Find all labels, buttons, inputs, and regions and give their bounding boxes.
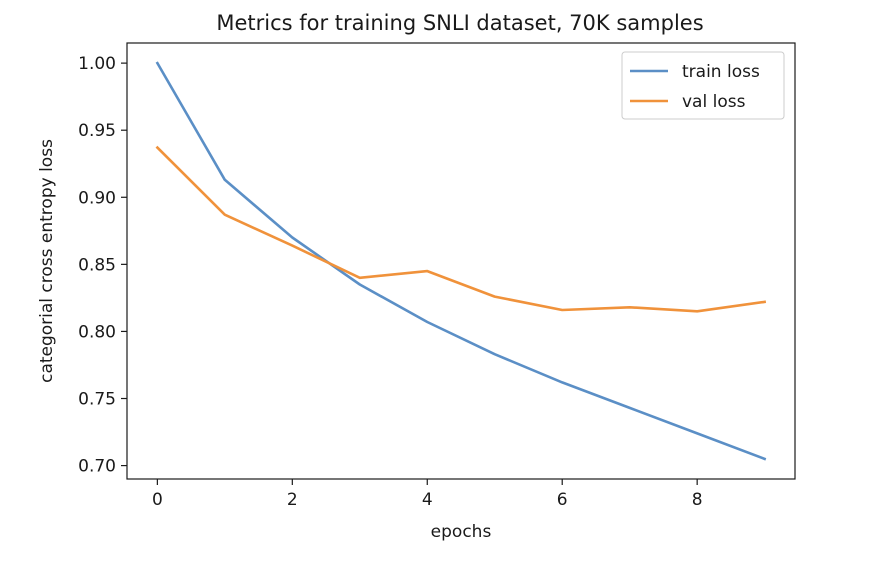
legend-label-train-loss: train loss (682, 62, 760, 82)
x-axis-ticks: 0 2 4 6 8 (152, 479, 703, 510)
x-tick-label: 6 (557, 490, 568, 510)
y-tick-label: 0.75 (78, 390, 116, 410)
y-tick-label: 0.70 (78, 457, 116, 477)
x-tick-label: 0 (152, 490, 163, 510)
y-tick-label: 0.95 (78, 121, 116, 141)
x-tick-label: 4 (422, 490, 433, 510)
chart-title: Metrics for training SNLI dataset, 70K s… (216, 11, 703, 35)
x-tick-label: 2 (287, 490, 298, 510)
series-line-train-loss (155, 61, 767, 461)
y-tick-label: 0.85 (78, 255, 116, 275)
y-axis-label: categorial cross entropy loss (37, 139, 57, 383)
x-axis-label: epochs (431, 522, 492, 542)
y-tick-label: 0.90 (78, 188, 116, 208)
y-axis-ticks: 0.70 0.75 0.80 0.85 0.90 0.95 1.00 (78, 54, 127, 477)
legend: train loss val loss (621, 51, 785, 120)
legend-label-val-loss: val loss (682, 92, 746, 112)
y-tick-label: 0.80 (78, 322, 116, 342)
y-tick-label: 1.00 (78, 54, 116, 74)
x-tick-label: 8 (692, 490, 703, 510)
series-line-val-loss (155, 145, 767, 313)
series-lines (155, 61, 767, 461)
